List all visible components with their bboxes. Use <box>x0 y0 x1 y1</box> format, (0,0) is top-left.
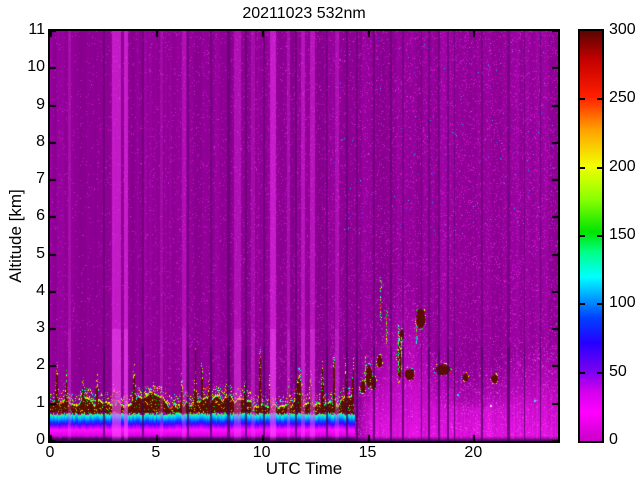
y-tick-label: 6 <box>36 207 45 225</box>
y-tick-label: 1 <box>36 393 45 411</box>
y-tick-label: 5 <box>36 244 45 262</box>
colorbar-tick <box>597 166 602 169</box>
colorbar-tick <box>580 303 585 306</box>
y-tick-label: 9 <box>36 95 45 113</box>
y-axis-label: Altitude [km] <box>6 189 25 283</box>
y-tick-label: 10 <box>27 58 45 76</box>
colorbar-tick <box>580 98 585 101</box>
colorbar-tick-label: 50 <box>609 362 627 380</box>
y-tick-label: 0 <box>36 431 45 448</box>
colorbar-tick-label: 150 <box>609 226 636 243</box>
colorbar-tick <box>580 235 585 237</box>
colorbar-tick-label: 200 <box>609 157 636 175</box>
x-tick-label: 0 <box>45 444 55 461</box>
heatmap-canvas <box>50 31 558 441</box>
colorbar <box>578 29 604 443</box>
colorbar-tick-label: 100 <box>609 294 636 312</box>
y-tick-label: 4 <box>36 281 45 299</box>
colorbar-tick-label: 300 <box>609 21 636 38</box>
y-tick-label: 8 <box>36 132 45 150</box>
colorbar-tick <box>597 303 602 306</box>
colorbar-tick <box>597 235 602 237</box>
colorbar-tick <box>597 371 602 374</box>
colorbar-tick-label: 250 <box>609 89 636 107</box>
colorbar-tick <box>580 166 585 169</box>
x-tick-label: 10 <box>252 444 271 461</box>
colorbar-tick <box>597 98 602 101</box>
y-tick-label: 11 <box>28 21 45 38</box>
x-tick-label: 5 <box>151 444 161 461</box>
x-tick-label: 15 <box>358 444 377 461</box>
colorbar-gradient <box>580 31 602 441</box>
y-tick-label: 7 <box>36 170 45 188</box>
y-tick-label: 2 <box>36 356 45 374</box>
colorbar-tick-label: 0 <box>609 431 618 448</box>
plot-area <box>48 29 560 443</box>
chart-title: 20211023 532nm <box>242 5 366 22</box>
x-tick-label: 20 <box>464 444 483 461</box>
x-axis-label: UTC Time <box>265 459 343 478</box>
y-tick-label: 3 <box>36 319 45 337</box>
colorbar-tick <box>580 371 585 374</box>
